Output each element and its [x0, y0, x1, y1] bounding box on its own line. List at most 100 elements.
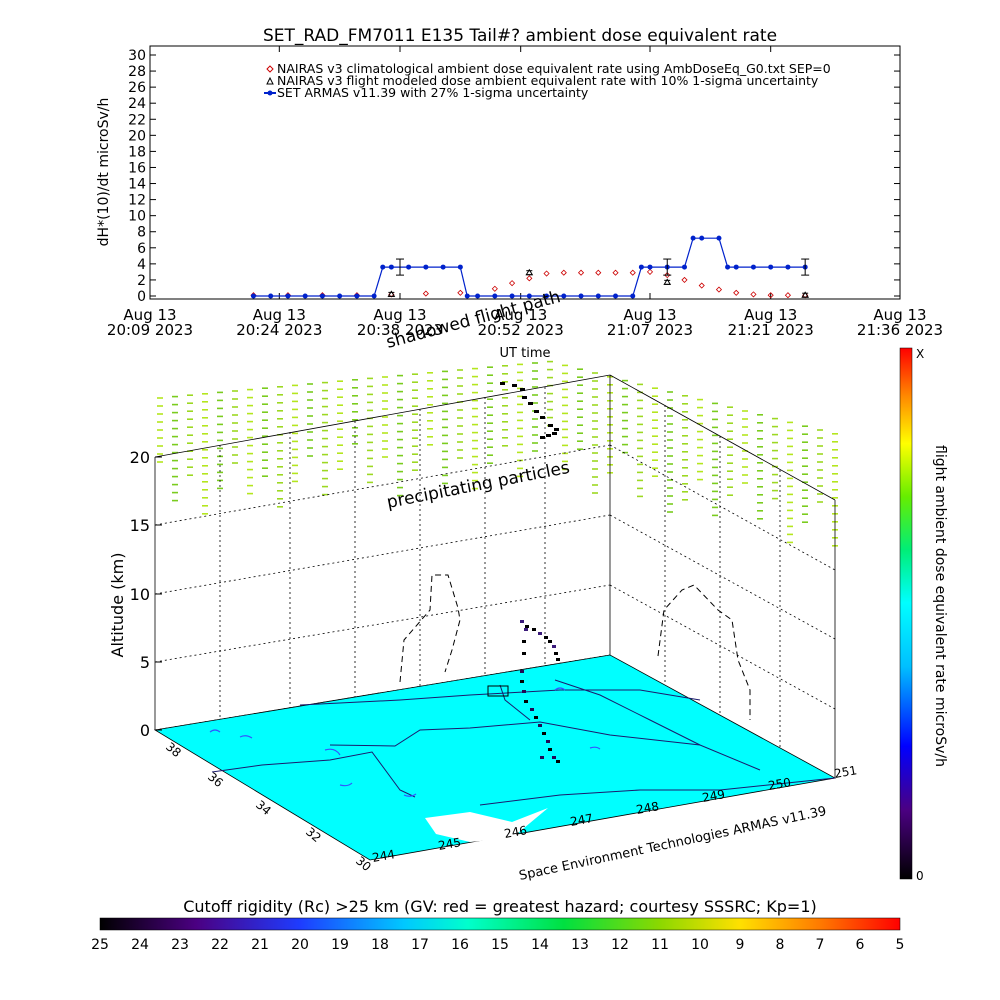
y-tick-label: 18: [128, 144, 146, 160]
rigidity-tick-label: 12: [611, 937, 629, 953]
rigidity-colorbar-ticks: 25 24 23 22 21 20 19 18 17 16 15 14 13 12 11 10 9 8 7 6 5: [91, 937, 904, 953]
track-point: [540, 756, 544, 759]
y-tick-label: 6: [137, 241, 146, 257]
plot-series: [250, 235, 810, 299]
track-point: [540, 416, 545, 419]
track-point: [552, 645, 556, 648]
rigidity-tick-label: 24: [131, 937, 149, 953]
longitude-axis: 244 245 246 247 248 249 250 251: [371, 763, 858, 865]
x-tick-time: 20:38 2023: [357, 321, 443, 339]
rigidity-tick-label: 5: [896, 937, 905, 953]
armas-point: [371, 293, 377, 299]
legend-marker-dot: [267, 90, 273, 96]
climatological-point: [422, 290, 429, 297]
longitude-tick-label: 248: [635, 799, 660, 817]
rigidity-tick-label: 10: [691, 937, 709, 953]
plot-frame: [149, 45, 901, 300]
track-point: [522, 690, 526, 693]
armas-point: [380, 264, 386, 270]
x-tick-time: 20:52 2023: [478, 321, 564, 339]
armas-point: [285, 293, 291, 299]
legend: NAIRAS v3 climatological ambient dose eq…: [264, 61, 831, 100]
y-tick-label: 22: [128, 112, 146, 128]
armas-point: [526, 293, 532, 299]
climatological-point: [664, 272, 671, 279]
precipitating-particles: [157, 360, 838, 547]
rigidity-tick-label: 25: [91, 937, 109, 953]
rigidity-tick-label: 13: [571, 937, 589, 953]
track-point: [525, 625, 529, 628]
armas-point: [268, 293, 274, 299]
rigidity-tick-label: 23: [171, 937, 189, 953]
altitude-tick-label: 10: [130, 585, 150, 604]
x-tick-time: 20:09 2023: [107, 321, 193, 339]
track-point: [552, 432, 557, 435]
rigidity-tick-label: 9: [736, 937, 745, 953]
x-tick-time: 20:24 2023: [236, 321, 322, 339]
rigidity-tick-label: 18: [371, 937, 389, 953]
airport-marker: [487, 685, 509, 697]
track-point: [524, 628, 528, 631]
rigidity-tick-label: 11: [651, 937, 669, 953]
armas-point: [561, 293, 567, 299]
x-tick-date: Aug 13: [253, 306, 306, 324]
armas-series-line: [253, 237, 806, 297]
armas-point: [423, 264, 429, 270]
longitude-tick-label: 246: [503, 823, 528, 841]
x-tick-date: Aug 13: [744, 306, 797, 324]
armas-point: [319, 293, 325, 299]
chart-title: SET_RAD_FM7011 E135 Tail#? ambient dose …: [263, 26, 777, 46]
legend-marker-diamond: [266, 65, 274, 73]
rigidity-tick-label: 15: [491, 937, 509, 953]
y-tick-label: 26: [128, 80, 146, 96]
y-tick-label: 12: [128, 193, 146, 209]
track-point: [520, 388, 525, 391]
longitude-tick-label: 249: [701, 787, 726, 805]
track-point: [520, 680, 524, 683]
track-point: [554, 428, 559, 431]
altitude-tick-label: 5: [140, 653, 150, 672]
track-point: [534, 716, 538, 719]
armas-point: [638, 264, 644, 270]
climatological-point: [457, 289, 464, 296]
track-point: [554, 652, 558, 655]
track-point: [552, 756, 556, 759]
armas-point: [337, 293, 343, 299]
climatological-point: [491, 285, 498, 292]
legend-entry: NAIRAS v3 flight modeled dose ambient eq…: [277, 73, 819, 88]
altitude-axis-label: Altitude (km): [108, 553, 127, 658]
armas-point: [768, 264, 774, 270]
y-tick-label: 24: [128, 96, 146, 112]
track-point: [522, 652, 526, 655]
armas-point: [595, 293, 601, 299]
track-point: [500, 382, 505, 385]
armas-point: [750, 264, 756, 270]
track-point: [520, 620, 524, 623]
altitude-tick-label: 20: [130, 448, 150, 467]
climatological-point: [595, 269, 602, 276]
y-tick-label: 30: [128, 48, 146, 64]
x-tick-date: Aug 13: [123, 306, 176, 324]
armas-point: [388, 264, 394, 270]
climatological-point: [681, 276, 688, 283]
climatological-point: [629, 269, 636, 276]
surface-contours: [209, 687, 601, 797]
flight-track: [487, 382, 560, 763]
shadow-flight-path-left: [399, 574, 461, 683]
climatological-point: [509, 280, 516, 287]
rigidity-tick-label: 21: [251, 937, 269, 953]
armas-point: [509, 293, 515, 299]
track-point: [556, 760, 560, 763]
armas-point: [690, 235, 696, 241]
climatological-point: [767, 292, 774, 299]
track-point: [544, 636, 548, 639]
x-tick-date: Aug 13: [494, 306, 547, 324]
climatological-point: [698, 282, 705, 289]
state-borders: [211, 679, 836, 806]
longitude-tick-label: 245: [437, 835, 462, 853]
x-tick-time: 21:07 2023: [607, 321, 693, 339]
rigidity-tick-label: 16: [451, 937, 469, 953]
track-point: [542, 732, 546, 735]
y-axis-label: dH*(10)/dt microSv/h: [96, 98, 112, 247]
